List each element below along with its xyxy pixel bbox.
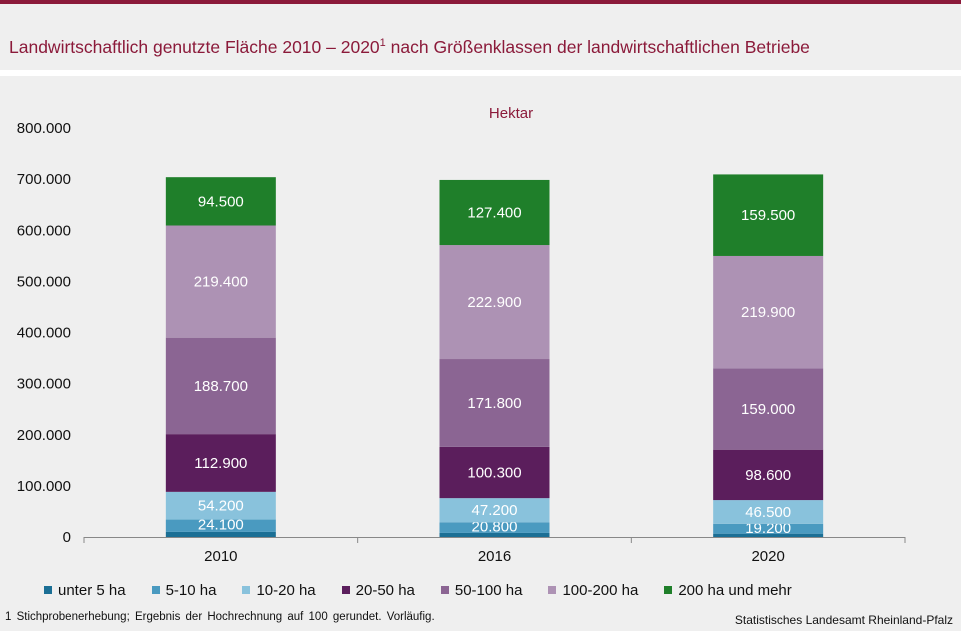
data-label: 98.600 xyxy=(745,467,791,484)
data-label: 54.200 xyxy=(198,498,244,515)
data-label: 19.200 xyxy=(745,520,791,537)
y-tick-label: 100.000 xyxy=(17,478,71,495)
data-label: 20.800 xyxy=(472,519,518,536)
data-label: 159.500 xyxy=(741,207,795,224)
bar-segment xyxy=(713,523,824,534)
top-accent-bar xyxy=(0,0,961,4)
legend-swatch xyxy=(151,586,160,594)
legend-label: 20-50 ha xyxy=(355,582,415,599)
legend-item: 5-10 ha xyxy=(151,582,217,599)
header-band: Landwirtschaftlich genutzte Fläche 2010 … xyxy=(0,4,961,70)
data-label: 188.700 xyxy=(194,378,248,395)
bar-segment xyxy=(439,532,550,537)
bar-segment xyxy=(165,225,276,338)
source-credit: Statistisches Landesamt Rheinland-Pfalz xyxy=(734,613,953,627)
bar-segment xyxy=(165,491,276,520)
legend-item: unter 5 ha xyxy=(44,582,126,599)
legend-swatch xyxy=(548,586,557,594)
y-tick-label: 700.000 xyxy=(17,171,71,188)
bar-segment xyxy=(165,177,276,226)
chart-legend: unter 5 ha 5-10 ha 10-20 ha 20-50 ha 50-100 … xyxy=(44,582,818,599)
bar-segment xyxy=(439,179,550,246)
bar-segment xyxy=(713,449,824,501)
data-label: 47.200 xyxy=(472,502,518,519)
data-label: 46.500 xyxy=(745,504,791,521)
x-tick-label: 2010 xyxy=(204,548,237,565)
legend-item: 10-20 ha xyxy=(242,582,316,599)
data-label: 222.900 xyxy=(467,294,521,311)
legend-swatch xyxy=(242,586,251,594)
bar-segment xyxy=(165,337,276,435)
legend-swatch xyxy=(341,586,350,594)
bar-segment xyxy=(439,245,550,360)
legend-swatch xyxy=(44,586,52,594)
legend-label: unter 5 ha xyxy=(58,582,126,599)
data-label: 100.300 xyxy=(467,465,521,482)
legend-label: 50-100 ha xyxy=(454,582,523,599)
header-divider xyxy=(0,70,961,76)
bar-segment xyxy=(439,498,550,523)
y-tick-label: 600.000 xyxy=(17,222,71,239)
legend-item: 50-100 ha xyxy=(440,582,523,599)
bar-segment xyxy=(713,533,824,537)
bar-segment xyxy=(439,522,550,533)
legend-swatch xyxy=(664,586,673,594)
unit-label: Hektar xyxy=(488,105,534,122)
data-label: 112.900 xyxy=(194,455,247,472)
bar-segment xyxy=(713,255,824,369)
legend-item: 100-200 ha xyxy=(548,582,638,599)
bar-segment xyxy=(165,519,276,532)
bar-segment xyxy=(713,368,824,450)
bar-segment xyxy=(713,500,824,524)
legend-label: 5-10 ha xyxy=(165,582,217,599)
legend-item: 200 ha und mehr xyxy=(664,582,792,599)
data-label: 219.900 xyxy=(741,304,795,321)
legend-label: 200 ha und mehr xyxy=(678,582,792,599)
bar-segment xyxy=(439,359,550,447)
data-label: 159.000 xyxy=(741,401,795,418)
y-tick-label: 400.000 xyxy=(17,325,71,342)
data-label: 171.800 xyxy=(467,395,521,412)
bar-segment xyxy=(165,531,276,537)
data-label: 94.500 xyxy=(198,193,244,210)
y-tick-label: 300.000 xyxy=(17,376,71,393)
chart-title: Landwirtschaftlich genutzte Fläche 2010 … xyxy=(9,37,810,57)
legend-swatch xyxy=(440,586,449,594)
y-tick-label: 0 xyxy=(63,529,71,546)
data-label: 24.100 xyxy=(198,517,244,534)
y-tick-label: 500.000 xyxy=(17,273,71,290)
x-tick-label: 2020 xyxy=(751,548,784,565)
y-tick-label: 200.000 xyxy=(17,427,71,444)
y-tick-label: 800.000 xyxy=(17,120,71,137)
x-tick-label: 2016 xyxy=(478,548,511,565)
footnote: 1 Stichprobenerhebung; Ergebnis der Hoch… xyxy=(5,611,435,623)
bar-segment xyxy=(439,446,550,499)
bar-segment xyxy=(713,174,824,256)
bar-segment xyxy=(165,434,276,492)
data-label: 127.400 xyxy=(467,205,521,222)
legend-item: 20-50 ha xyxy=(341,582,415,599)
data-label: 219.400 xyxy=(194,274,248,291)
legend-label: 100-200 ha xyxy=(562,582,639,599)
legend-label: 10-20 ha xyxy=(256,582,316,599)
